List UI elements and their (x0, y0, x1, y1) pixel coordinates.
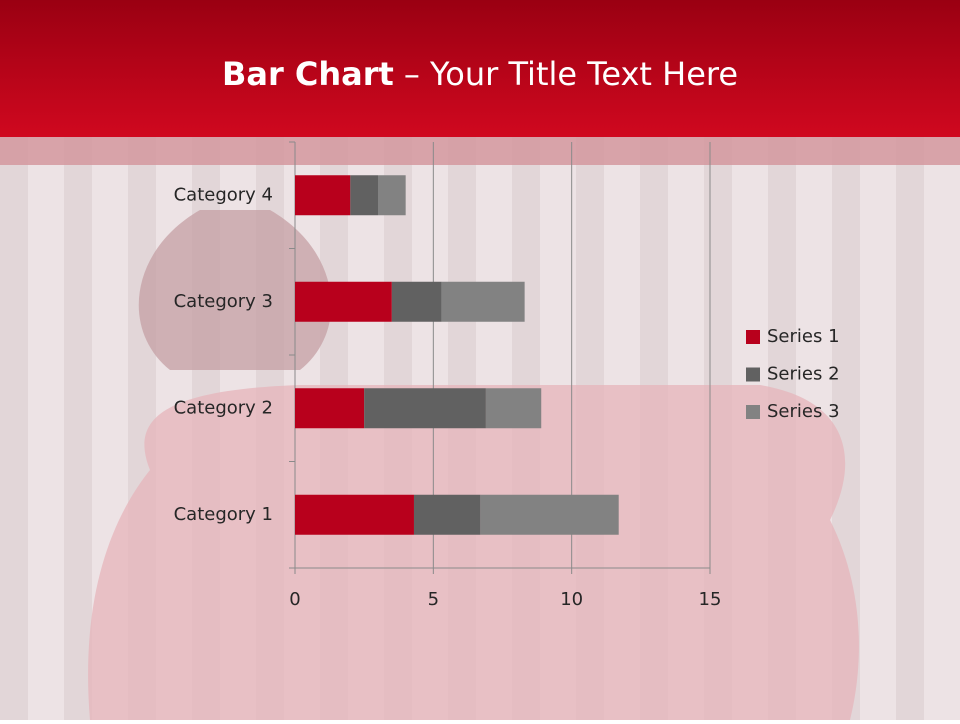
x-tick-label: 5 (428, 589, 439, 610)
slide-title: Bar Chart – Your Title Text Here (222, 55, 738, 93)
bar-segment (350, 175, 378, 216)
legend-label: Series 2 (767, 364, 840, 385)
header-bar (0, 0, 960, 137)
bar-segment (295, 175, 351, 216)
title-rest: – Your Title Text Here (404, 55, 738, 93)
legend-swatch (746, 405, 760, 419)
x-tick-label: 15 (699, 589, 722, 610)
bar-segment (413, 494, 481, 535)
x-tick-label: 10 (560, 589, 583, 610)
y-tick-label: Category 2 (174, 397, 273, 418)
x-tick-label: 0 (289, 589, 300, 610)
bar-segment (391, 281, 442, 322)
y-tick-label: Category 3 (174, 291, 273, 312)
bar-segment (378, 175, 406, 216)
bar-segment (295, 494, 414, 535)
legend-swatch (746, 330, 760, 344)
bar-segment (295, 281, 392, 322)
bar-segment (485, 388, 542, 429)
title-bold: Bar Chart (222, 55, 394, 93)
dresser-image (88, 385, 859, 720)
legend-label: Series 3 (767, 401, 840, 422)
plot: 0 5 10 15 Category 1 Category 2 Category 3 Cate… (174, 141, 840, 610)
lamp-image (138, 210, 332, 370)
bar-segment (364, 388, 486, 429)
y-tick-label: Category 1 (174, 504, 273, 525)
bar-segment (480, 494, 619, 535)
y-tick-label: Category 4 (174, 184, 273, 205)
bar-segment (441, 281, 525, 322)
legend-label: Series 1 (767, 326, 840, 347)
legend-swatch (746, 367, 760, 382)
bar-segment (295, 388, 365, 429)
header-band (0, 137, 960, 165)
